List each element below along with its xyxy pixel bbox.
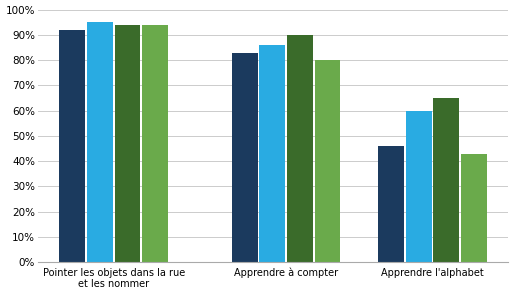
Bar bbox=[232, 53, 258, 262]
Bar bbox=[406, 111, 432, 262]
Bar bbox=[142, 25, 168, 262]
Bar bbox=[115, 25, 140, 262]
Bar bbox=[87, 22, 113, 262]
Bar bbox=[260, 45, 285, 262]
Bar bbox=[433, 98, 460, 262]
Bar bbox=[315, 60, 340, 262]
Bar bbox=[287, 35, 313, 262]
Bar bbox=[378, 146, 404, 262]
Bar bbox=[60, 30, 85, 262]
Bar bbox=[461, 154, 487, 262]
